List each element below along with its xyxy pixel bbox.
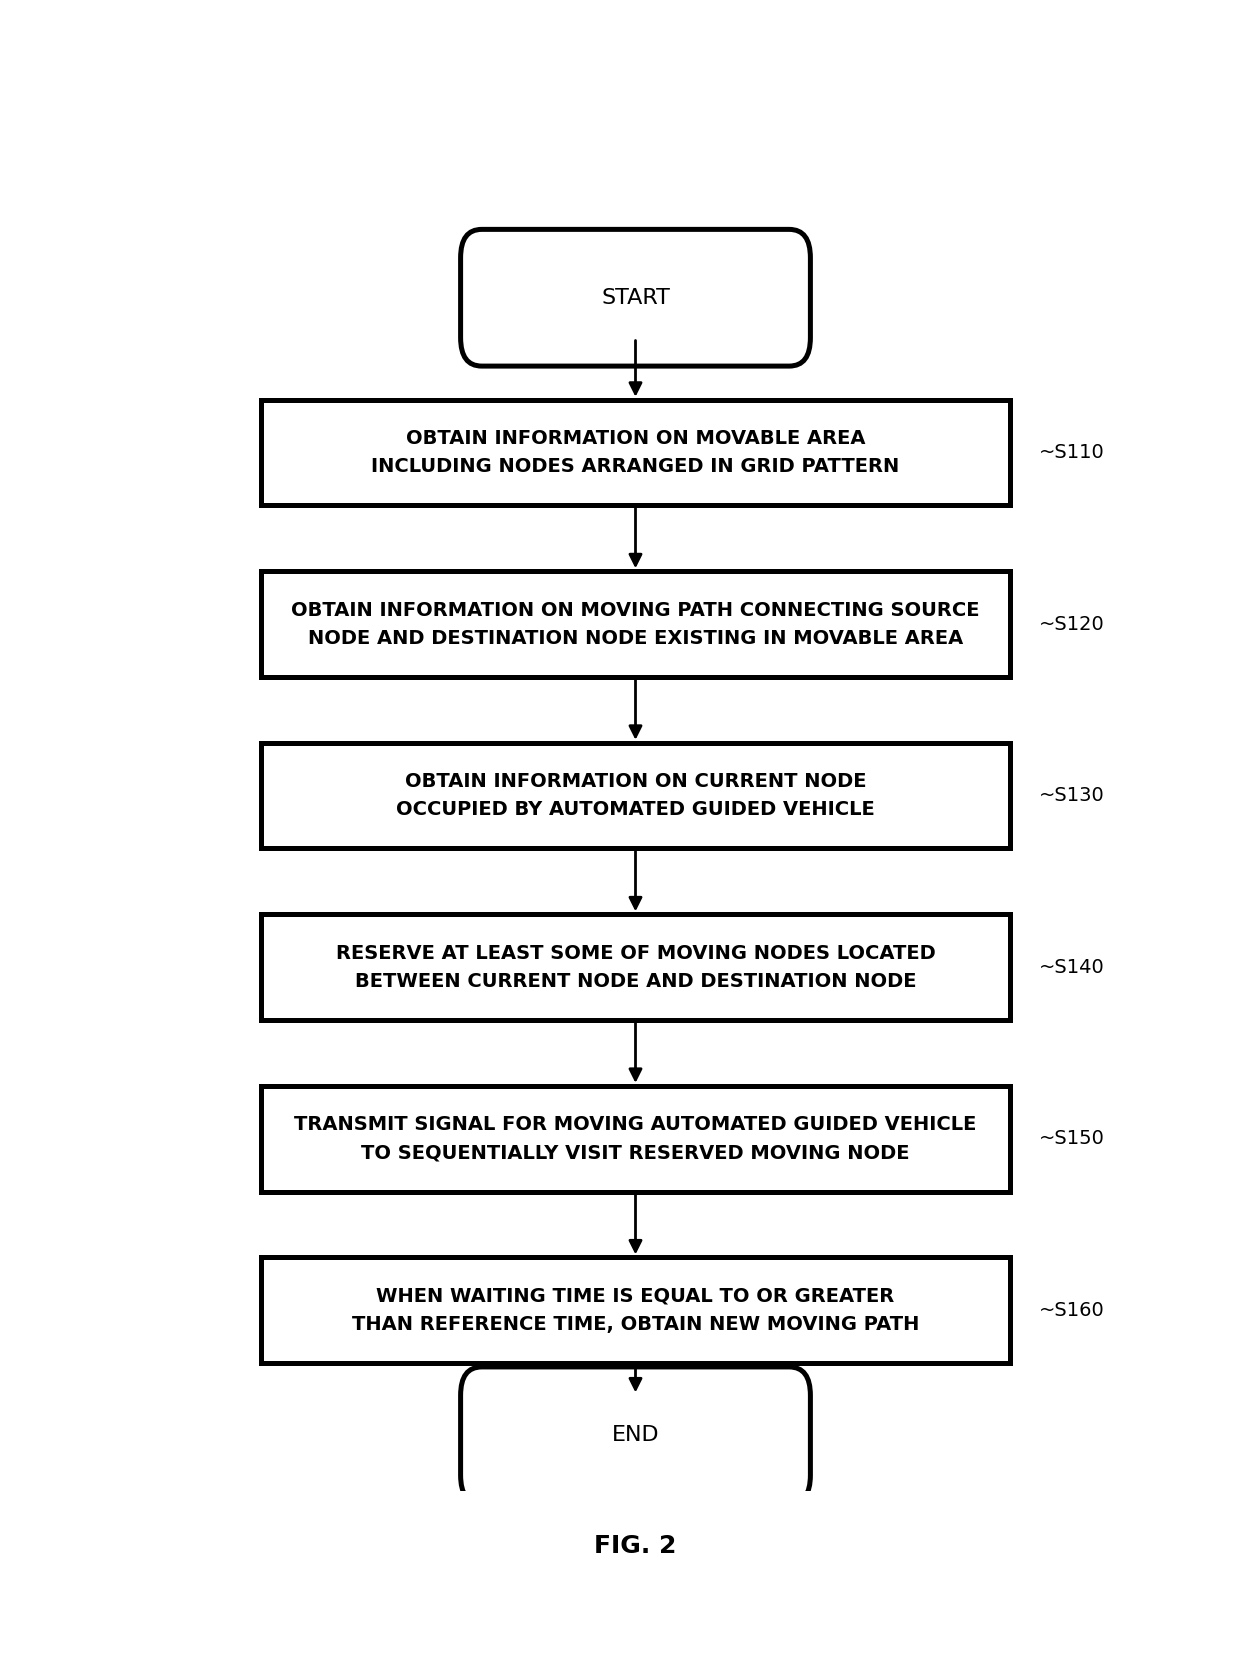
Text: ~S120: ~S120 [1039, 615, 1105, 633]
Text: WHEN WAITING TIME IS EQUAL TO OR GREATER
THAN REFERENCE TIME, OBTAIN NEW MOVING : WHEN WAITING TIME IS EQUAL TO OR GREATER… [352, 1286, 919, 1333]
Text: RESERVE AT LEAST SOME OF MOVING NODES LOCATED
BETWEEN CURRENT NODE AND DESTINATI: RESERVE AT LEAST SOME OF MOVING NODES LO… [336, 943, 935, 990]
Text: START: START [601, 288, 670, 308]
Text: END: END [611, 1425, 660, 1446]
FancyBboxPatch shape [260, 571, 1011, 677]
Text: OBTAIN INFORMATION ON CURRENT NODE
OCCUPIED BY AUTOMATED GUIDED VEHICLE: OBTAIN INFORMATION ON CURRENT NODE OCCUP… [396, 772, 875, 819]
FancyBboxPatch shape [260, 1258, 1011, 1363]
Text: FIG. 2: FIG. 2 [594, 1534, 677, 1558]
FancyBboxPatch shape [260, 400, 1011, 506]
Text: OBTAIN INFORMATION ON MOVABLE AREA
INCLUDING NODES ARRANGED IN GRID PATTERN: OBTAIN INFORMATION ON MOVABLE AREA INCLU… [371, 429, 900, 476]
Text: ~S160: ~S160 [1039, 1301, 1105, 1320]
Text: TRANSMIT SIGNAL FOR MOVING AUTOMATED GUIDED VEHICLE
TO SEQUENTIALLY VISIT RESERV: TRANSMIT SIGNAL FOR MOVING AUTOMATED GUI… [294, 1116, 977, 1162]
Text: OBTAIN INFORMATION ON MOVING PATH CONNECTING SOURCE
NODE AND DESTINATION NODE EX: OBTAIN INFORMATION ON MOVING PATH CONNEC… [291, 601, 980, 648]
FancyBboxPatch shape [460, 1367, 811, 1504]
FancyBboxPatch shape [460, 229, 811, 367]
FancyBboxPatch shape [260, 915, 1011, 1020]
Text: ~S130: ~S130 [1039, 786, 1105, 806]
Text: ~S150: ~S150 [1039, 1129, 1105, 1147]
FancyBboxPatch shape [260, 1085, 1011, 1191]
Text: ~S110: ~S110 [1039, 442, 1105, 462]
FancyBboxPatch shape [260, 742, 1011, 849]
Text: ~S140: ~S140 [1039, 958, 1105, 977]
